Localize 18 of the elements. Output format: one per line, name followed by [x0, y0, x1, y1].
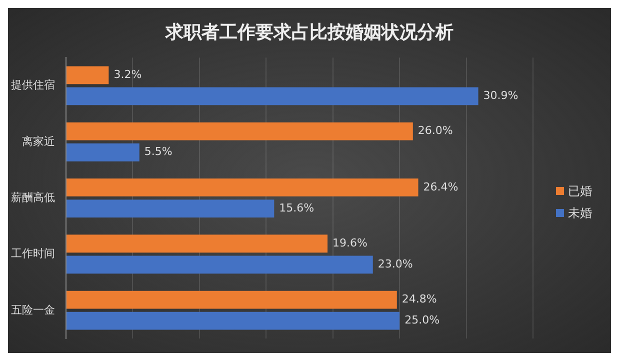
y-tick-label: 工作时间	[11, 247, 55, 260]
y-tick-label: 提供住宿	[11, 78, 55, 92]
data-label: 23.0%	[378, 258, 413, 271]
legend-label: 未婚	[567, 205, 592, 222]
data-label: 19.6%	[332, 236, 368, 250]
data-label: 3.2%	[114, 68, 142, 82]
y-tick-label: 五险一金	[11, 304, 55, 316]
data-label: 26.4%	[423, 180, 458, 194]
y-tick-label: 离家近	[22, 134, 55, 148]
data-label: 5.5%	[144, 145, 172, 158]
legend-label: 已婚	[567, 183, 592, 200]
data-label: 26.0%	[418, 124, 453, 138]
y-tick-label: 薪酬高低	[11, 191, 55, 204]
data-label: 24.8%	[402, 292, 437, 306]
chart-title: 求职者工作要求占比按婚姻状况分析	[164, 21, 454, 44]
data-label: 30.9%	[483, 89, 518, 102]
data-label: 25.0%	[404, 314, 440, 327]
data-label: 15.6%	[279, 201, 314, 214]
